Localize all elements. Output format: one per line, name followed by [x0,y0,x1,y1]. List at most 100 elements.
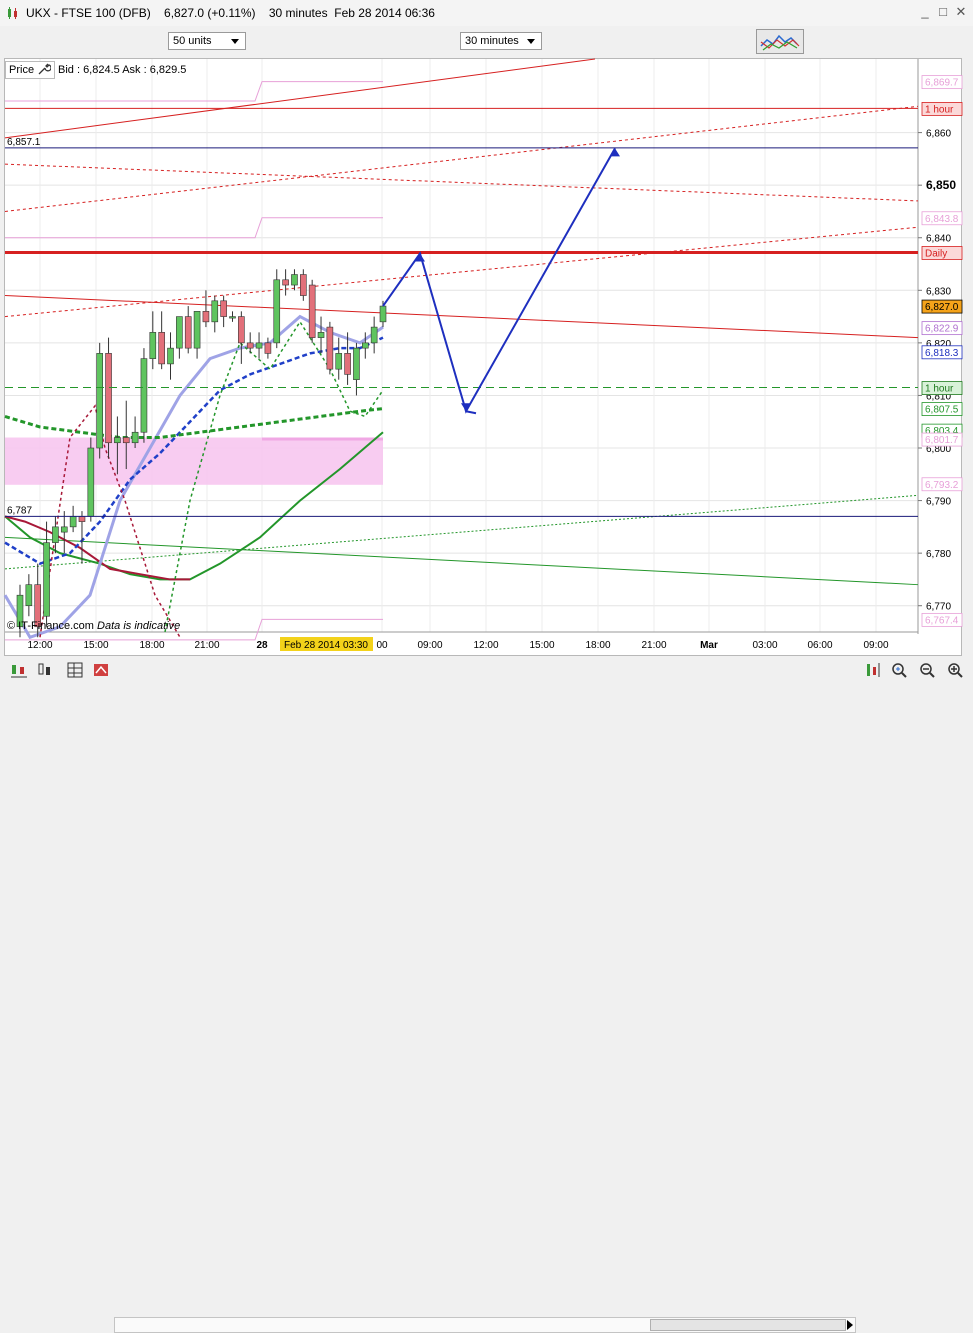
candle-body [87,447,95,517]
y-tick-label: 6,860 [926,129,951,140]
price-tag-label: 6,822.9 [925,324,959,335]
candle-body [335,353,343,370]
candle-body [300,274,307,296]
candle-body [96,353,103,449]
projection-path [465,410,477,415]
arrowhead-icon [461,403,471,412]
candle-body [122,437,130,444]
candle-body [34,584,42,628]
candle-body [344,353,351,375]
bid-ask-text: Bid : 6,824.5 Ask : 6,829.5 [58,64,187,76]
candle-body [43,542,50,617]
red-trendline [4,58,596,139]
ma-green-dashed [4,407,384,439]
data-note-text: Data is indicative [97,620,181,632]
x-tick-label: 21:00 [641,640,666,651]
candle-body [158,332,165,365]
candle-body [184,316,192,349]
price-tag-label: Daily [925,248,947,259]
candle-body [353,347,360,380]
candle-body [16,594,24,628]
chevron-down-icon [527,39,535,44]
table-icon[interactable] [66,661,84,679]
price-tag-label: 6,807.5 [925,405,959,416]
red-trendline [4,295,919,339]
close-button[interactable]: ✕ [955,4,967,19]
price-tag [921,402,963,416]
level-label: 6,787 [7,505,32,516]
price-tag-label: 1 hour [925,104,954,115]
candle-body [317,332,325,338]
y-tick-label: 6,770 [926,602,951,613]
candle-body [211,300,219,323]
minimize-button[interactable]: _ [921,4,929,19]
candle-body [131,431,139,444]
ma-blue-dashed [4,336,384,566]
price-tag [921,299,963,314]
price-tag [921,477,963,492]
y-tick-label: 6,850 [926,178,956,192]
indicators-button[interactable] [756,29,804,54]
zoom-out-icon[interactable] [918,661,936,679]
ma-darkred [4,515,190,581]
candle-body [60,526,68,533]
candle-body [140,358,148,433]
candlestick-app-icon [8,7,17,19]
y-tick-label: 6,780 [926,549,951,560]
x-tick-label: 03:00 [752,640,777,651]
price-tag [921,381,963,395]
candle-body [52,526,59,543]
green-dashed-trendline [4,494,919,570]
toolbar: 50 units 30 minutes [0,26,973,56]
y-tick-label: 6,840 [926,234,951,245]
candle-body [291,274,298,286]
y-tick-label: 6,820 [926,339,951,350]
price-tag-label: 6,801.7 [925,435,959,446]
y-tick-label: 6,810 [926,391,951,402]
zoom-fit-icon[interactable] [890,661,908,679]
drawing-tools-icon[interactable] [92,661,110,679]
ma-lavender [3,314,384,640]
price-tag [921,102,963,116]
candles-icon[interactable] [36,661,54,679]
candle-body [308,284,316,338]
pink-band-edge [262,437,383,441]
candle-body [370,326,378,344]
chart-type-icon[interactable] [10,661,28,679]
price-label: Price [9,64,35,76]
level-label: 6,857.1 [7,137,41,148]
candle-body [379,305,387,323]
candle-body [176,316,183,349]
pink-envelope-line [5,81,383,102]
red-dashed-trendline [4,226,919,318]
candle-body [229,316,236,319]
price-tag [921,432,963,447]
price-tag [921,612,963,627]
x-tick-label: 12:00 [27,640,52,651]
ma-green-dotted [164,320,384,633]
x-tick-label: 12:00 [473,640,498,651]
x-tick-label: Mar [700,640,718,651]
chevron-down-icon [231,39,239,44]
chart-svg: 6,857.1 6,787 6,770 6,780 6,790 6,800 6,810 6,… [3,58,963,651]
restore-button[interactable]: □ [939,4,947,19]
price-tag-label: 6,767.4 [925,615,959,626]
scroll-thumb[interactable] [650,1319,846,1331]
candle-body [149,332,157,359]
candle-body [255,342,263,349]
size-select[interactable]: 50 units [168,32,246,50]
scroll-right-arrow-icon[interactable] [847,1320,853,1330]
zoom-in-icon[interactable] [946,661,964,679]
candle-body [25,584,33,607]
autoscale-icon[interactable] [864,661,882,679]
interval-select[interactable]: 30 minutes [460,32,542,50]
copyright-text: © IT-Finance.com [7,620,94,632]
pink-envelope-line [5,618,383,641]
chart-scrollbar[interactable] [114,1317,856,1333]
green-trendline [4,536,919,586]
x-tick-label: 09:00 [863,640,888,651]
bottom-toolbar [0,656,973,1333]
arrowhead-icon [610,148,620,157]
price-settings-button[interactable]: Price [5,61,56,79]
candle-body [326,326,334,370]
